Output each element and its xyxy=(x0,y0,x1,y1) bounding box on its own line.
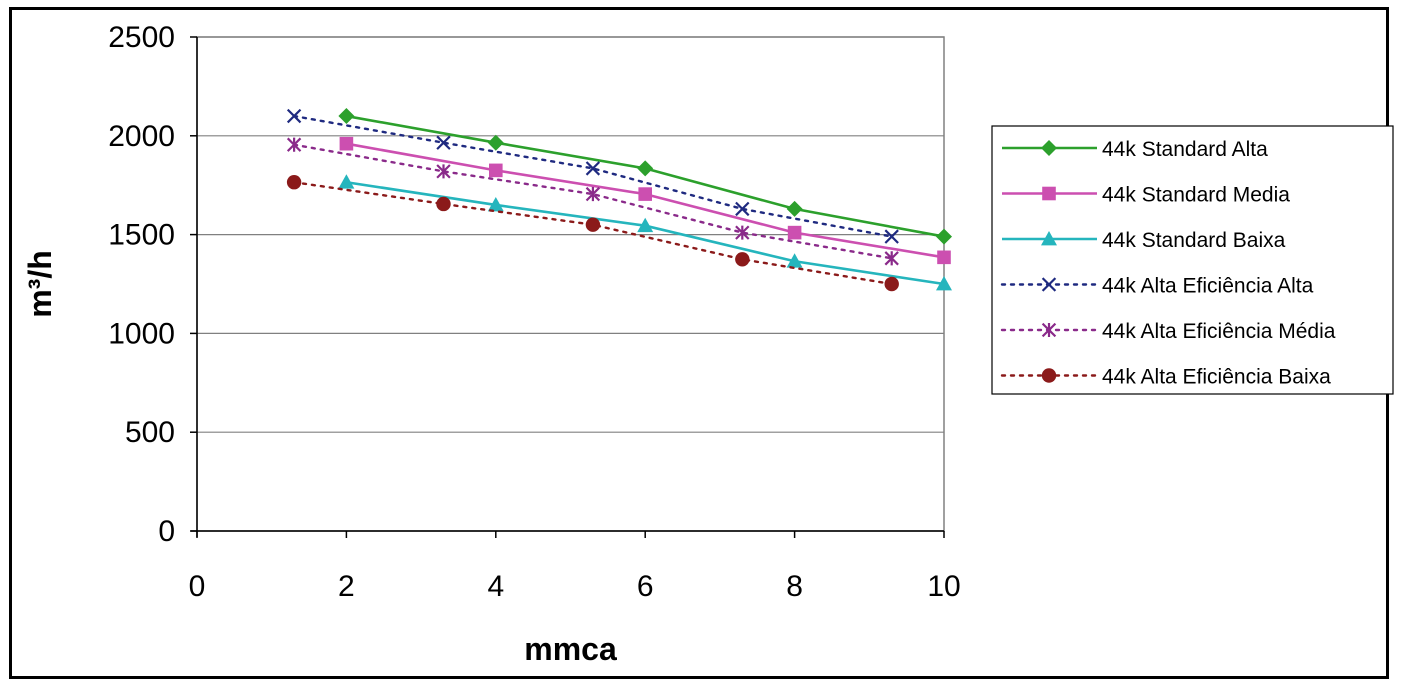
asterisk-marker xyxy=(585,186,601,202)
x-marker xyxy=(884,229,899,244)
x-marker xyxy=(436,135,451,150)
legend-label: 44k Alta Eficiência Baixa xyxy=(1102,366,1331,389)
square-marker xyxy=(1042,186,1056,201)
y-tick-label: 1500 xyxy=(108,219,175,252)
triangle-marker xyxy=(1041,231,1057,246)
x-tick-labels: 0 2 4 6 8 10 xyxy=(189,570,961,603)
gridlines xyxy=(197,36,944,532)
diamond-marker xyxy=(637,160,654,177)
y-tick-label: 1000 xyxy=(108,317,175,350)
legend-label: 44k Standard Alta xyxy=(1102,138,1268,161)
circle-marker xyxy=(884,276,899,292)
legend-item: 44k Standard Media xyxy=(1002,184,1290,207)
legend-item: 44k Alta Eficiência Alta xyxy=(1000,275,1314,298)
legend-box xyxy=(991,125,1394,395)
legend-item: 44k Standard Baixa xyxy=(1002,229,1286,252)
y-tick-label: 2500 xyxy=(108,21,175,54)
legend-label: 44k Standard Baixa xyxy=(1102,229,1286,252)
legend: 44k Standard Alta 44k Standard Media 44k S… xyxy=(991,125,1394,395)
asterisk-marker xyxy=(286,137,302,152)
x-marker xyxy=(735,201,750,217)
square-marker xyxy=(937,250,951,265)
x-tick-label: 6 xyxy=(637,570,654,603)
square-marker xyxy=(638,187,652,201)
legend-label: 44k Alta Eficiência Média xyxy=(1102,320,1336,343)
triangle-marker xyxy=(338,174,355,189)
square-marker xyxy=(489,163,503,178)
triangle-marker xyxy=(637,217,654,233)
series-line xyxy=(292,114,893,238)
diamond-marker xyxy=(786,200,803,217)
plot-area xyxy=(196,36,945,532)
legend-label: 44k Standard Media xyxy=(1102,184,1290,207)
legend-label: 44k Alta Eficiência Alta xyxy=(1102,275,1314,298)
series-2 xyxy=(339,136,951,265)
legend-item: 44k Alta Eficiência Baixa xyxy=(1000,366,1331,389)
y-tick-label: 0 xyxy=(158,515,175,548)
legend-item: 44k Alta Eficiência Média xyxy=(1000,320,1336,343)
asterisk-marker xyxy=(735,225,750,240)
axes xyxy=(190,36,945,538)
series-line xyxy=(292,181,893,286)
y-tick-label: 500 xyxy=(125,416,175,449)
diamond-marker xyxy=(487,134,504,151)
triangle-marker xyxy=(936,276,952,291)
asterisk-marker xyxy=(436,164,451,179)
x-marker xyxy=(1041,277,1057,292)
x-axis-title: mmca xyxy=(524,631,617,667)
asterisk-marker xyxy=(884,251,899,266)
x-tick-label: 2 xyxy=(338,570,355,603)
x-tick-label: 4 xyxy=(487,570,504,603)
circle-marker xyxy=(436,196,451,212)
diamond-marker xyxy=(936,228,952,245)
y-axis-title: m³/h xyxy=(22,250,58,318)
x-tick-label: 0 xyxy=(189,570,206,603)
diamond-marker xyxy=(338,108,355,125)
circle-marker xyxy=(286,175,302,190)
circle-marker xyxy=(1041,368,1057,383)
circle-marker xyxy=(585,217,601,232)
y-tick-label: 2000 xyxy=(108,120,175,153)
x-tick-label: 10 xyxy=(927,570,960,603)
y-tick-labels: 0 500 1000 1500 2000 2500 xyxy=(108,21,175,548)
asterisk-marker xyxy=(1041,322,1057,338)
triangle-marker xyxy=(786,253,803,268)
x-marker xyxy=(585,161,601,176)
diamond-marker xyxy=(1041,140,1057,156)
x-marker xyxy=(286,108,302,124)
series-layer xyxy=(286,108,952,292)
triangle-marker xyxy=(487,196,504,212)
circle-marker xyxy=(735,252,750,267)
legend-item: 44k Standard Alta xyxy=(1002,138,1268,161)
square-marker xyxy=(787,225,802,240)
series-line xyxy=(292,143,893,260)
square-marker xyxy=(339,136,354,151)
series-6 xyxy=(286,175,899,292)
series-5 xyxy=(286,137,899,266)
x-tick-label: 8 xyxy=(786,570,803,603)
series-1 xyxy=(338,108,952,245)
series-4 xyxy=(286,108,899,244)
